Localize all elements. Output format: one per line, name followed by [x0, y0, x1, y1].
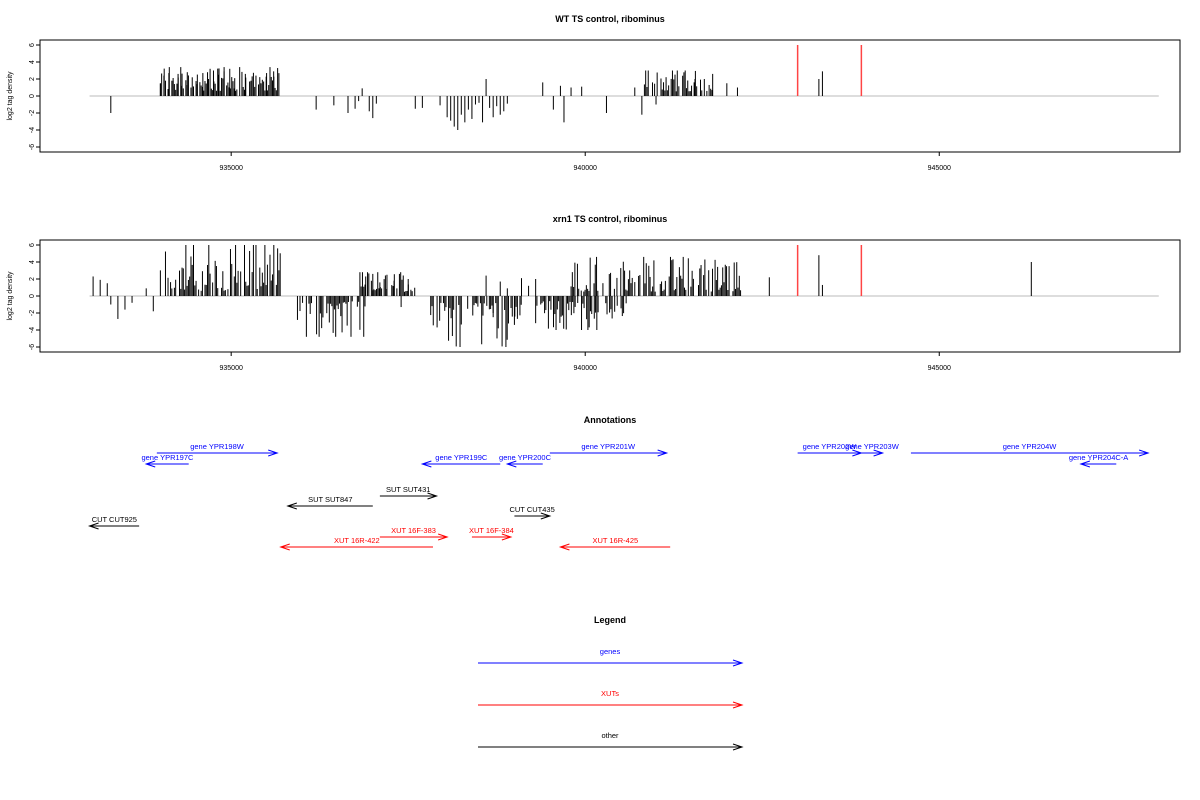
- annotation-label: XUT 16R-422: [334, 536, 380, 545]
- annotation-label: CUT CUT435: [509, 505, 554, 514]
- arrow-head: [505, 460, 517, 468]
- annotation-arrow: [87, 522, 140, 530]
- arrow-head: [540, 512, 552, 520]
- x-tick-label: 935000: [220, 365, 243, 372]
- annotation-arrow: [549, 449, 669, 457]
- arrow-head: [657, 449, 669, 457]
- y-tick-label: -4: [29, 327, 36, 333]
- annotation-arrow: [420, 460, 501, 468]
- annotation-label: gene YPR201W: [581, 442, 636, 451]
- arrow-head: [268, 449, 279, 457]
- y-tick-label: 4: [29, 260, 36, 264]
- y-tick-label: -6: [29, 144, 36, 150]
- annotation-label: gene YPR199C: [435, 453, 488, 462]
- annotation-label: SUT SUT847: [308, 495, 352, 504]
- chart-title: xrn1 TS control, ribominus: [553, 214, 668, 224]
- x-tick-label: 945000: [928, 165, 951, 172]
- y-tick-label: -6: [29, 344, 36, 350]
- y-tick-label: 2: [29, 77, 36, 81]
- legend-arrow: [478, 743, 744, 751]
- legend-label: genes: [600, 647, 621, 656]
- annotation-arrow: [910, 449, 1150, 457]
- annotation-arrow: [514, 512, 552, 520]
- annotation-arrow: [379, 492, 439, 500]
- arrow-head: [427, 492, 439, 500]
- arrow-head: [286, 502, 297, 510]
- y-tick-label: 6: [29, 243, 36, 247]
- annotation-label: XUT 16F-384: [469, 526, 514, 535]
- y-tick-label: -2: [29, 310, 36, 316]
- annotation-arrow: [558, 543, 671, 551]
- annotation-arrow: [156, 449, 279, 457]
- arrow-head: [732, 659, 744, 667]
- y-tick-label: 0: [29, 294, 36, 298]
- arrow-head: [852, 449, 863, 457]
- arrow-head: [144, 460, 156, 468]
- y-tick-label: 4: [29, 60, 36, 64]
- annotation-arrow: [379, 533, 449, 541]
- annotation-arrow: [471, 533, 513, 541]
- y-tick-label: -4: [29, 127, 36, 133]
- annotation-label: gene YPR202W: [803, 442, 858, 451]
- arrow-head: [420, 460, 432, 468]
- arrow-head: [437, 533, 449, 541]
- annotation-arrow: [861, 449, 885, 457]
- annotation-arrow: [1079, 460, 1117, 468]
- annotation-arrow: [144, 460, 189, 468]
- x-tick-label: 940000: [574, 365, 597, 372]
- y-tick-label: 2: [29, 277, 36, 281]
- legend-label: XUTs: [601, 689, 619, 698]
- chart-panel-1: WT TS control, ribominus -6 -4 -2 0 2 4 6 log2 t…: [7, 14, 1181, 172]
- y-axis-label: log2 tag density: [7, 271, 14, 321]
- arrow-head: [873, 449, 885, 457]
- legend-title: Legend: [594, 615, 626, 625]
- annotation-label: gene YPR200C: [499, 453, 552, 462]
- annotation-arrow: [797, 449, 863, 457]
- legend: Legend genes XUTs other: [478, 615, 744, 751]
- arrow-head: [87, 522, 99, 530]
- legend-label: other: [601, 731, 619, 740]
- annotation-label: XUT 16F-383: [391, 526, 436, 535]
- chart-panel-2: xrn1 TS control, ribominus -6 -4 -2 0 2 4 6 log2…: [7, 214, 1181, 372]
- annotation-arrow: [505, 460, 543, 468]
- y-tick-label: -2: [29, 110, 36, 116]
- x-tick-label: 935000: [220, 165, 243, 172]
- arrow-head: [1138, 449, 1150, 457]
- x-tick-label: 945000: [928, 365, 951, 372]
- annotation-label: gene YPR204W: [1003, 442, 1058, 451]
- y-axis-label: log2 tag density: [7, 71, 14, 121]
- arrow-head: [732, 701, 744, 709]
- annotations-title: Annotations: [584, 415, 637, 425]
- annotation-label: gene YPR197C: [141, 453, 194, 462]
- annotation-arrow: [279, 543, 433, 551]
- annotation-label: gene YPR198W: [190, 442, 245, 451]
- annotation-label: SUT SUT431: [386, 485, 430, 494]
- legend-arrow: [478, 701, 744, 709]
- arrow-head: [732, 743, 744, 751]
- annotation-label: gene YPR203W: [845, 442, 900, 451]
- y-tick-label: 0: [29, 94, 36, 98]
- annotation-label: XUT 16R-425: [592, 536, 638, 545]
- arrow-head: [1079, 460, 1091, 468]
- annotation-label: gene YPR204C-A: [1069, 453, 1128, 462]
- arrow-head: [279, 543, 290, 551]
- y-tick-label: 6: [29, 43, 36, 47]
- annotation-label: CUT CUT925: [92, 515, 137, 524]
- arrow-head: [501, 533, 513, 541]
- annotation-arrow: [286, 502, 373, 510]
- legend-arrow: [478, 659, 744, 667]
- chart-title: WT TS control, ribominus: [555, 14, 665, 24]
- annotations-track: Annotations gene YPR198W gene YPR197C gene …: [87, 415, 1150, 551]
- x-tick-label: 940000: [574, 165, 597, 172]
- arrow-head: [558, 543, 570, 551]
